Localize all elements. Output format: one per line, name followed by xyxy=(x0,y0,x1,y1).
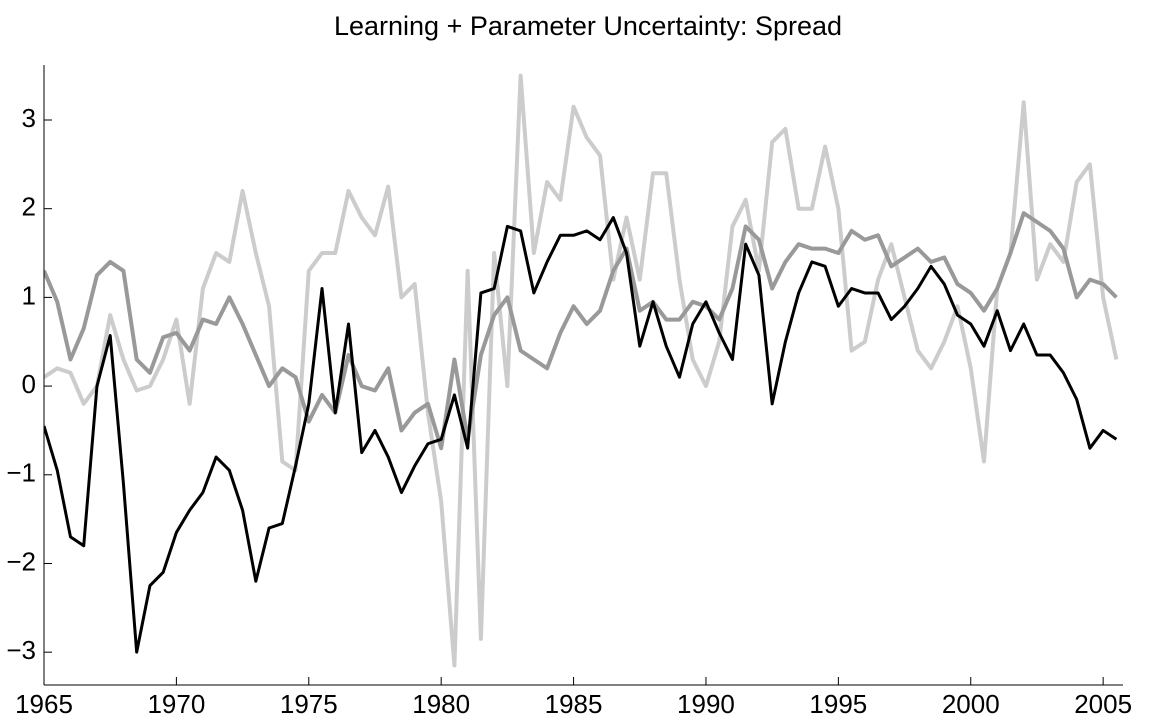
chart-title: Learning + Parameter Uncertainty: Spread xyxy=(334,11,842,41)
y-tick-label: 3 xyxy=(22,103,36,133)
series-line xyxy=(44,211,1118,451)
y-tick-label: 2 xyxy=(22,192,36,222)
x-tick-label: 1965 xyxy=(15,689,73,719)
series-line xyxy=(44,73,1119,668)
y-tick-label: 1 xyxy=(22,280,36,310)
x-tick-label: 1975 xyxy=(280,689,338,719)
x-tick-label: 1985 xyxy=(545,689,603,719)
y-tick-label: 0 xyxy=(22,369,36,399)
x-tick-label: 1990 xyxy=(677,689,735,719)
x-tick-label: 1995 xyxy=(809,689,867,719)
x-tick-label: 1970 xyxy=(147,689,205,719)
x-tick-label: 2005 xyxy=(1074,689,1132,719)
x-tick-label: 1980 xyxy=(412,689,470,719)
y-tick-label: −1 xyxy=(6,458,36,488)
series-line xyxy=(44,216,1118,654)
plot-area xyxy=(44,73,1119,668)
y-tick-label: −2 xyxy=(6,546,36,576)
y-tick-label: −3 xyxy=(6,635,36,665)
x-tick-label: 2000 xyxy=(942,689,1000,719)
